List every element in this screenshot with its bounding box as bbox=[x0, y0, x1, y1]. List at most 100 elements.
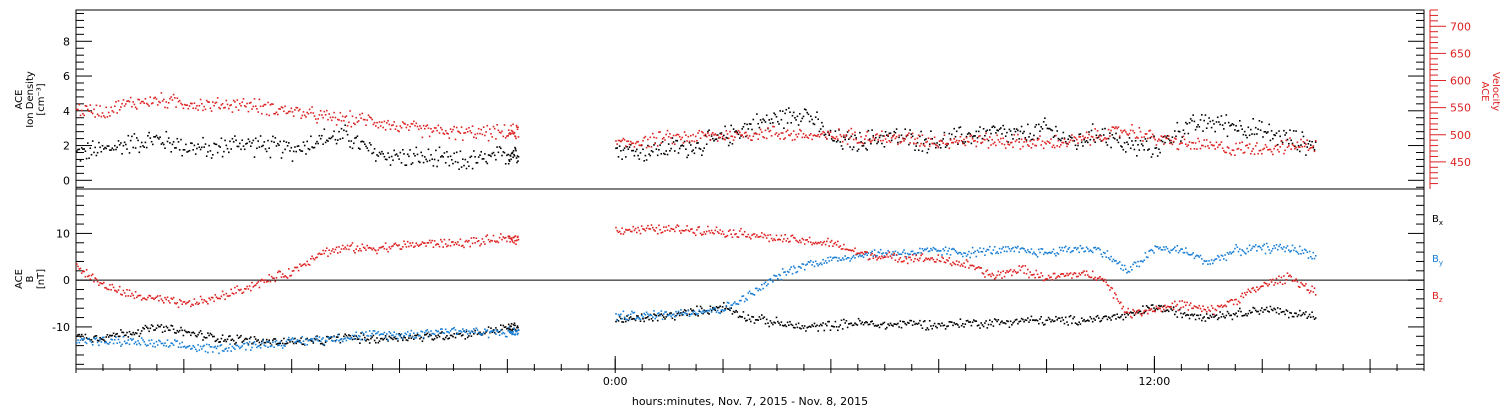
velocity-point bbox=[507, 129, 510, 131]
bx-point bbox=[925, 329, 927, 331]
bz-point bbox=[1127, 307, 1129, 310]
bx-point bbox=[993, 318, 996, 320]
ion-density-point bbox=[446, 151, 448, 153]
bz-point bbox=[398, 244, 400, 246]
bz-point bbox=[688, 230, 691, 233]
velocity-point bbox=[84, 105, 87, 107]
by-point bbox=[1022, 247, 1024, 250]
bx-point bbox=[784, 324, 786, 326]
bx-point bbox=[1042, 324, 1045, 326]
by-point bbox=[235, 344, 237, 347]
by-point bbox=[397, 337, 399, 340]
bx-point bbox=[1251, 311, 1253, 313]
ion-density-point bbox=[185, 143, 187, 146]
bx-point bbox=[502, 324, 505, 327]
ion-density-point bbox=[1214, 130, 1216, 133]
ion-density-point bbox=[1040, 126, 1042, 128]
velocity-point bbox=[154, 96, 156, 99]
bx-point bbox=[824, 323, 827, 325]
bx-point bbox=[690, 308, 692, 310]
bx-point bbox=[265, 338, 268, 341]
ion-density-point bbox=[805, 109, 807, 111]
ion-density-point bbox=[944, 146, 947, 148]
ion-density-point bbox=[883, 146, 886, 148]
ion-density-point bbox=[350, 140, 353, 142]
velocity-point bbox=[415, 122, 418, 125]
bx-point bbox=[851, 324, 854, 327]
velocity-point bbox=[877, 139, 879, 141]
ion-density-point bbox=[995, 132, 997, 134]
velocity-point bbox=[980, 142, 982, 145]
bz-point bbox=[703, 231, 705, 233]
bx-point bbox=[111, 334, 114, 337]
bz-point bbox=[837, 240, 839, 243]
by-point bbox=[687, 309, 690, 312]
by-point bbox=[1295, 250, 1297, 253]
velocity-point bbox=[1225, 151, 1228, 154]
ion-density-point bbox=[409, 149, 411, 151]
bx-point bbox=[1221, 313, 1224, 315]
bx-point bbox=[243, 338, 246, 341]
velocity-point bbox=[180, 102, 182, 105]
bx-point bbox=[165, 325, 168, 328]
ion-density-point bbox=[870, 142, 872, 145]
by-point bbox=[221, 349, 224, 352]
bz-point bbox=[948, 257, 951, 259]
ion-density-point bbox=[837, 139, 839, 142]
by-point bbox=[404, 332, 406, 335]
by-point bbox=[1079, 245, 1082, 247]
ion-density-point bbox=[387, 152, 389, 154]
bz-point bbox=[1131, 316, 1133, 319]
velocity-point bbox=[1149, 129, 1152, 132]
ion-density-point bbox=[455, 151, 458, 154]
velocity-point bbox=[643, 137, 645, 139]
by-point bbox=[343, 338, 345, 340]
by-point bbox=[1138, 265, 1141, 268]
bx-point bbox=[1006, 320, 1008, 322]
bz-point bbox=[931, 257, 933, 259]
velocity-point bbox=[509, 133, 512, 136]
ion-density-point bbox=[1310, 144, 1312, 146]
by-point bbox=[625, 318, 627, 320]
by-point bbox=[683, 312, 686, 314]
velocity-point bbox=[1156, 140, 1159, 142]
bz-point bbox=[843, 243, 845, 246]
by-point bbox=[1164, 248, 1166, 251]
bz-point bbox=[1226, 300, 1229, 303]
bz-point bbox=[726, 234, 729, 237]
velocity-point bbox=[161, 100, 164, 102]
velocity-point bbox=[765, 137, 768, 140]
velocity-point bbox=[767, 127, 769, 129]
by-point bbox=[617, 313, 620, 316]
bx-point bbox=[153, 329, 155, 331]
bx-point bbox=[699, 305, 702, 308]
bx-point bbox=[1131, 312, 1133, 314]
bz-point bbox=[710, 229, 713, 232]
bx-point bbox=[676, 312, 679, 315]
by-point bbox=[904, 252, 906, 255]
bz-point bbox=[232, 293, 235, 295]
bx-point bbox=[344, 333, 346, 335]
by-point bbox=[1276, 248, 1279, 251]
ion-density-point bbox=[321, 134, 323, 137]
velocity-point bbox=[965, 136, 968, 139]
velocity-point bbox=[931, 142, 933, 145]
ion-density-point bbox=[88, 157, 90, 159]
by-point bbox=[769, 278, 772, 280]
velocity-point bbox=[1165, 137, 1167, 140]
by-point bbox=[747, 292, 750, 294]
velocity-point bbox=[761, 131, 763, 133]
bx-point bbox=[1311, 311, 1313, 313]
ion-density-point bbox=[139, 145, 142, 148]
bz-point bbox=[644, 229, 647, 232]
ion-density-point bbox=[481, 158, 484, 160]
bz-point bbox=[186, 301, 188, 304]
ion-density-point bbox=[1156, 155, 1159, 157]
velocity-point bbox=[1039, 135, 1041, 137]
bz-point bbox=[981, 272, 984, 274]
by-point bbox=[670, 315, 672, 318]
velocity-point bbox=[933, 136, 936, 139]
bx-point bbox=[196, 335, 198, 338]
bz-point bbox=[1209, 310, 1212, 312]
ion-density-point bbox=[1297, 144, 1300, 147]
